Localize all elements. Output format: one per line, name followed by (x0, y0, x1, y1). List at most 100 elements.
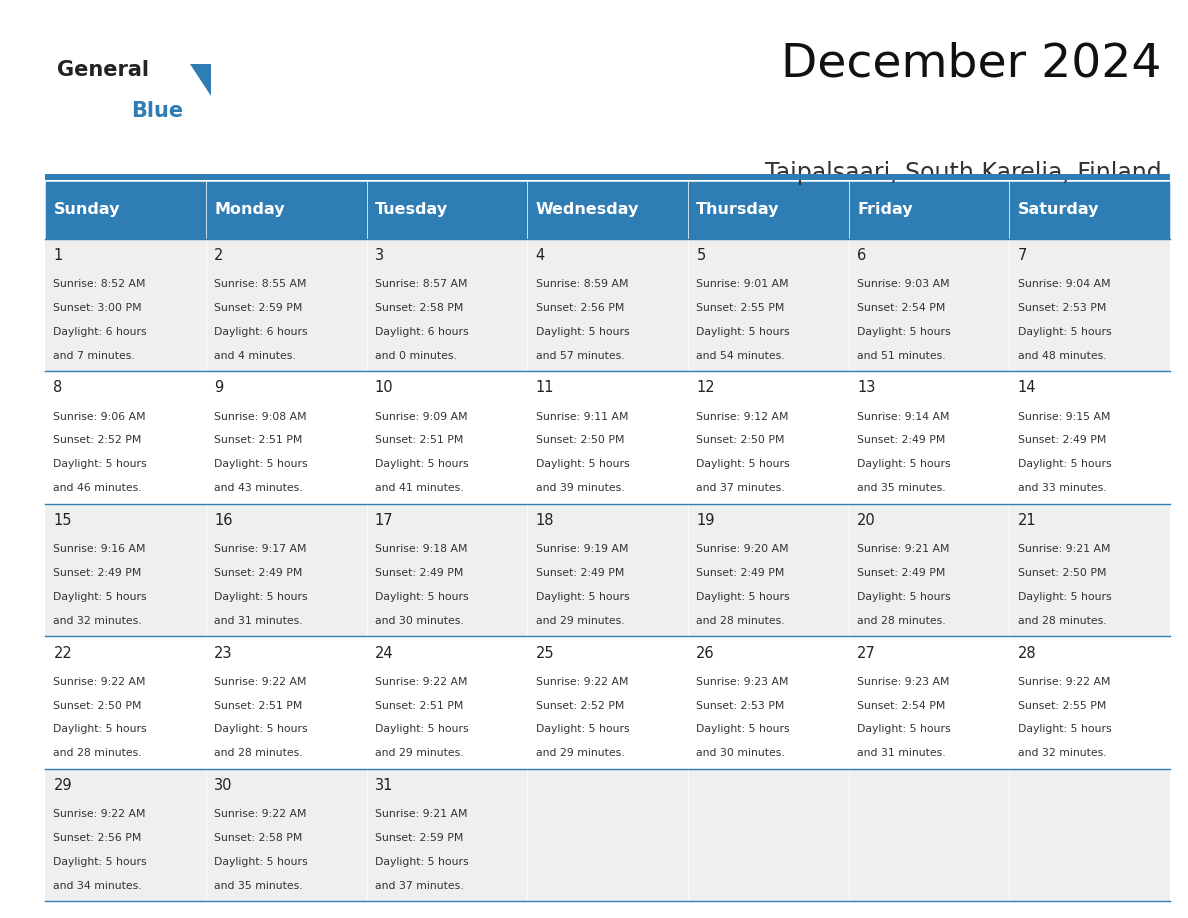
Bar (206, 181, 367, 239)
Text: Daylight: 5 hours: Daylight: 5 hours (536, 459, 630, 469)
Bar (206, 769, 367, 901)
Text: Daylight: 5 hours: Daylight: 5 hours (214, 857, 308, 867)
Text: 15: 15 (53, 513, 72, 528)
Bar (848, 636, 1010, 769)
Bar (688, 769, 848, 901)
Bar (206, 371, 367, 504)
Text: 23: 23 (214, 645, 233, 661)
Text: 7: 7 (1018, 248, 1028, 263)
Text: Daylight: 5 hours: Daylight: 5 hours (857, 327, 950, 337)
Bar (848, 181, 1010, 239)
Text: and 28 minutes.: and 28 minutes. (857, 616, 946, 626)
Text: Sunset: 2:49 PM: Sunset: 2:49 PM (375, 568, 463, 578)
Text: Daylight: 5 hours: Daylight: 5 hours (53, 857, 147, 867)
Text: General: General (57, 60, 148, 80)
Text: Sunset: 2:49 PM: Sunset: 2:49 PM (53, 568, 141, 578)
Text: and 30 minutes.: and 30 minutes. (375, 616, 463, 626)
Bar (848, 769, 1010, 901)
Text: Daylight: 5 hours: Daylight: 5 hours (1018, 327, 1112, 337)
Text: 21: 21 (1018, 513, 1036, 528)
Text: and 28 minutes.: and 28 minutes. (696, 616, 785, 626)
Text: Sunset: 2:51 PM: Sunset: 2:51 PM (214, 435, 303, 445)
Text: Sunrise: 9:18 AM: Sunrise: 9:18 AM (375, 544, 467, 554)
Text: Daylight: 6 hours: Daylight: 6 hours (214, 327, 308, 337)
Text: Blue: Blue (131, 101, 183, 121)
Text: Sunset: 2:55 PM: Sunset: 2:55 PM (696, 303, 785, 313)
Text: Sunset: 2:58 PM: Sunset: 2:58 PM (214, 834, 303, 843)
Bar (45, 371, 206, 504)
Text: and 37 minutes.: and 37 minutes. (696, 483, 785, 493)
Text: and 43 minutes.: and 43 minutes. (214, 483, 303, 493)
Text: 24: 24 (375, 645, 393, 661)
Bar (45, 504, 206, 636)
Text: and 41 minutes.: and 41 minutes. (375, 483, 463, 493)
Bar (1010, 239, 1170, 371)
Text: Sunset: 2:49 PM: Sunset: 2:49 PM (857, 568, 946, 578)
Text: Sunday: Sunday (53, 202, 120, 218)
Text: Sunset: 2:55 PM: Sunset: 2:55 PM (1018, 700, 1106, 711)
Text: Sunset: 2:50 PM: Sunset: 2:50 PM (1018, 568, 1106, 578)
Text: and 35 minutes.: and 35 minutes. (214, 881, 303, 890)
Text: Daylight: 5 hours: Daylight: 5 hours (536, 327, 630, 337)
Text: Daylight: 5 hours: Daylight: 5 hours (696, 459, 790, 469)
Bar (848, 371, 1010, 504)
Text: Sunrise: 9:22 AM: Sunrise: 9:22 AM (536, 677, 628, 687)
Text: and 33 minutes.: and 33 minutes. (1018, 483, 1106, 493)
Text: and 7 minutes.: and 7 minutes. (53, 351, 135, 361)
Text: 10: 10 (375, 380, 393, 396)
Text: 29: 29 (53, 778, 72, 793)
Text: Sunrise: 9:22 AM: Sunrise: 9:22 AM (375, 677, 467, 687)
Text: Daylight: 5 hours: Daylight: 5 hours (536, 724, 630, 734)
Text: 30: 30 (214, 778, 233, 793)
Bar (1010, 181, 1170, 239)
Text: and 28 minutes.: and 28 minutes. (214, 748, 303, 758)
Text: 1: 1 (53, 248, 63, 263)
Bar (848, 239, 1010, 371)
Text: Sunrise: 9:11 AM: Sunrise: 9:11 AM (536, 411, 628, 421)
Text: 13: 13 (857, 380, 876, 396)
Text: 3: 3 (375, 248, 384, 263)
Text: Daylight: 5 hours: Daylight: 5 hours (53, 592, 147, 602)
Text: Daylight: 6 hours: Daylight: 6 hours (375, 327, 468, 337)
Text: 11: 11 (536, 380, 554, 396)
Text: Sunset: 2:59 PM: Sunset: 2:59 PM (214, 303, 303, 313)
Text: and 34 minutes.: and 34 minutes. (53, 881, 143, 890)
Text: Daylight: 5 hours: Daylight: 5 hours (53, 724, 147, 734)
Text: Tuesday: Tuesday (375, 202, 448, 218)
Text: Sunset: 2:50 PM: Sunset: 2:50 PM (536, 435, 624, 445)
Text: Daylight: 5 hours: Daylight: 5 hours (536, 592, 630, 602)
Bar (527, 636, 688, 769)
Text: Daylight: 5 hours: Daylight: 5 hours (375, 592, 468, 602)
Bar (45, 181, 206, 239)
Bar (367, 239, 527, 371)
Text: Sunrise: 9:23 AM: Sunrise: 9:23 AM (696, 677, 789, 687)
Text: 8: 8 (53, 380, 63, 396)
Text: 22: 22 (53, 645, 72, 661)
Text: Sunset: 2:53 PM: Sunset: 2:53 PM (696, 700, 785, 711)
Text: Sunset: 3:00 PM: Sunset: 3:00 PM (53, 303, 143, 313)
Text: and 46 minutes.: and 46 minutes. (53, 483, 143, 493)
Text: Sunrise: 8:59 AM: Sunrise: 8:59 AM (536, 279, 628, 289)
Text: Sunrise: 9:14 AM: Sunrise: 9:14 AM (857, 411, 949, 421)
Text: 19: 19 (696, 513, 715, 528)
Text: Sunrise: 9:21 AM: Sunrise: 9:21 AM (1018, 544, 1111, 554)
Text: Sunset: 2:49 PM: Sunset: 2:49 PM (214, 568, 303, 578)
Text: Sunrise: 9:19 AM: Sunrise: 9:19 AM (536, 544, 628, 554)
Text: Daylight: 6 hours: Daylight: 6 hours (53, 327, 147, 337)
Bar (206, 504, 367, 636)
Polygon shape (190, 64, 211, 96)
Text: and 28 minutes.: and 28 minutes. (53, 748, 143, 758)
Text: Sunset: 2:49 PM: Sunset: 2:49 PM (1018, 435, 1106, 445)
Text: and 39 minutes.: and 39 minutes. (536, 483, 624, 493)
Text: Sunset: 2:52 PM: Sunset: 2:52 PM (536, 700, 624, 711)
Text: Sunset: 2:49 PM: Sunset: 2:49 PM (696, 568, 785, 578)
Bar (367, 181, 527, 239)
Text: Sunrise: 9:23 AM: Sunrise: 9:23 AM (857, 677, 949, 687)
Text: and 35 minutes.: and 35 minutes. (857, 483, 946, 493)
Text: Sunset: 2:52 PM: Sunset: 2:52 PM (53, 435, 141, 445)
Text: Saturday: Saturday (1018, 202, 1099, 218)
Text: Daylight: 5 hours: Daylight: 5 hours (53, 459, 147, 469)
Text: and 0 minutes.: and 0 minutes. (375, 351, 456, 361)
Bar (527, 371, 688, 504)
Text: Daylight: 5 hours: Daylight: 5 hours (857, 459, 950, 469)
